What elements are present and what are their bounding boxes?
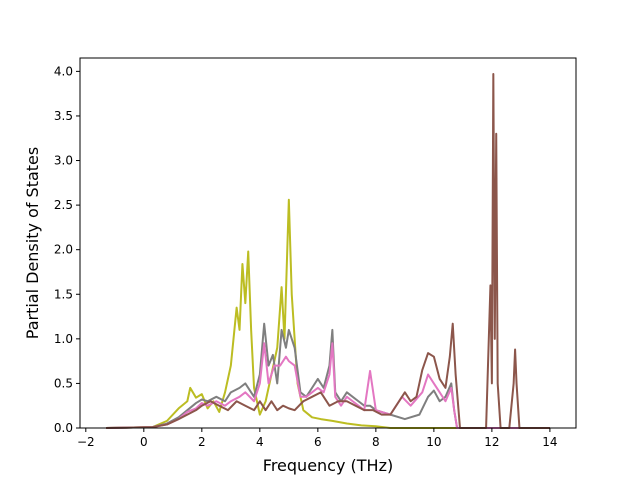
series-layer [106,73,550,429]
x-tick-label: 2 [198,435,206,449]
x-tick-label: 8 [372,435,380,449]
y-tick-label: 3.5 [54,109,73,123]
plot-frame [79,57,577,429]
series-line-0 [106,198,550,429]
y-tick-label: 2.0 [54,243,73,257]
y-axis-ticks: 0.0 0.5 1.0 1.5 2.0 2.5 3.0 3.5 4.0 [54,64,80,435]
y-tick-label: 0.0 [54,421,73,435]
x-axis-label: Frequency (THz) [263,456,393,475]
x-axis-ticks: −2 0 2 4 6 8 10 12 14 [77,428,558,449]
y-tick-label: 1.0 [54,332,73,346]
x-tick-label: 10 [426,435,441,449]
y-tick-label: 1.5 [54,287,73,301]
x-tick-label: 6 [314,435,322,449]
x-tick-label: 4 [256,435,264,449]
y-axis-label: Partial Density of States [23,147,42,339]
x-tick-label: 0 [140,435,148,449]
y-tick-label: 3.0 [54,154,73,168]
series-line-3 [106,73,550,429]
x-tick-label: 14 [542,435,557,449]
y-tick-label: 2.5 [54,198,73,212]
series-line-2 [106,342,550,429]
x-tick-label: 12 [484,435,499,449]
y-tick-label: 0.5 [54,376,73,390]
y-tick-label: 4.0 [54,64,73,78]
x-tick-label: −2 [77,435,95,449]
